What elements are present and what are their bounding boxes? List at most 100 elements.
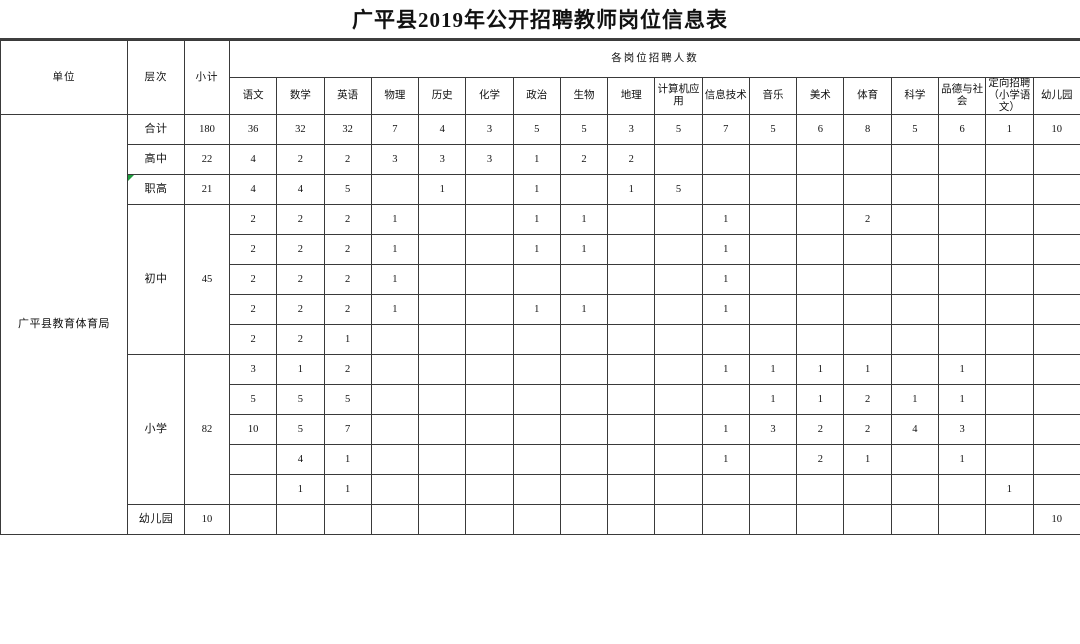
cell-count: 1 xyxy=(701,204,750,236)
cell-count xyxy=(654,414,703,446)
cell-count xyxy=(228,444,278,476)
header-positions-group: 各岗位招聘人数 xyxy=(229,40,1080,78)
cell-count xyxy=(370,474,420,506)
cell-count xyxy=(1032,444,1080,476)
cell-count xyxy=(748,144,798,176)
cell-count xyxy=(512,474,561,506)
table-row: 广平县教育体育局 合计 180 36 32 32 7 4 3 5 5 3 5 7 5 6 8 5 6 1 10 xyxy=(0,114,1080,536)
cell-count xyxy=(843,324,892,356)
cell-count xyxy=(654,144,703,176)
cell-count: 3 xyxy=(418,144,467,176)
cell-count xyxy=(937,264,987,296)
cell-count: 1 xyxy=(937,444,987,476)
cell-count xyxy=(654,204,703,236)
cell-count xyxy=(937,294,987,326)
table-row: 幼儿园 10 10 xyxy=(1,504,1080,536)
cell-count: 1 xyxy=(276,474,325,506)
cell-count xyxy=(465,174,514,206)
header-subject-12: 音乐 xyxy=(748,76,798,116)
cell-count: 1 xyxy=(559,204,609,236)
cell-count: 2 xyxy=(228,324,278,356)
cell-count: 2 xyxy=(607,144,656,176)
cell-count xyxy=(559,444,609,476)
page-title: 广平县2019年公开招聘教师岗位信息表 xyxy=(352,8,728,32)
cell-count: 32 xyxy=(323,114,372,146)
cell-count xyxy=(465,324,514,356)
cell-count xyxy=(607,234,656,266)
cell-count: 1 xyxy=(937,384,987,416)
header-subject-10: 计算机应用 xyxy=(654,76,703,116)
cell-count xyxy=(465,294,514,326)
cell-count: 2 xyxy=(276,324,325,356)
cell-count xyxy=(843,294,892,326)
cell-count: 1 xyxy=(607,174,656,206)
cell-count: 2 xyxy=(228,234,278,266)
table-row: 初中 45 2 2 2 1 1 1 1 2 xyxy=(1,204,1080,356)
header-row-top: 单位 层次 小计 各岗位招聘人数 xyxy=(0,39,1080,116)
cell-count xyxy=(843,144,892,176)
cell-count: 1 xyxy=(843,354,892,386)
cell-count xyxy=(654,264,703,296)
cell-count xyxy=(418,204,467,236)
cell-count: 3 xyxy=(937,414,987,446)
cell-count: 1 xyxy=(323,444,372,476)
cell-count xyxy=(985,264,1034,296)
cell-count: 2 xyxy=(323,354,372,386)
cell-level-subtotal: 10 xyxy=(184,504,230,536)
header-level: 层次 xyxy=(127,39,185,116)
cell-count xyxy=(559,324,609,356)
cell-count xyxy=(748,324,798,356)
cell-count: 5 xyxy=(276,414,325,446)
cell-count xyxy=(748,444,798,476)
table-row: 小学 82 3 1 2 1 1 1 1 1 xyxy=(1,354,1080,506)
cell-count xyxy=(937,504,987,536)
cell-level-subtotal: 180 xyxy=(184,114,230,146)
cell-count xyxy=(323,504,372,536)
cell-count: 6 xyxy=(796,114,845,146)
cell-count: 1 xyxy=(323,474,372,506)
cell-count xyxy=(796,294,845,326)
cell-count: 10 xyxy=(1032,504,1080,536)
cell-level-subtotal: 82 xyxy=(184,354,230,506)
cell-count xyxy=(418,354,467,386)
cell-count xyxy=(1032,474,1080,506)
cell-count: 1 xyxy=(937,354,987,386)
cell-count: 5 xyxy=(323,384,372,416)
header-subtotal: 小计 xyxy=(184,39,230,116)
cell-count xyxy=(607,324,656,356)
header-subject-4: 物理 xyxy=(370,76,420,116)
cell-count xyxy=(370,504,420,536)
cell-count: 10 xyxy=(1032,114,1080,146)
cell-count: 2 xyxy=(323,204,372,236)
cell-count xyxy=(748,504,798,536)
cell-count: 1 xyxy=(701,414,750,446)
cell-count: 2 xyxy=(796,444,845,476)
cell-count xyxy=(890,144,939,176)
cell-count: 1 xyxy=(559,234,609,266)
cell-count: 3 xyxy=(607,114,656,146)
cell-count: 1 xyxy=(748,384,798,416)
cell-count: 2 xyxy=(843,384,892,416)
cell-count: 4 xyxy=(276,444,325,476)
cell-count: 1 xyxy=(559,294,609,326)
cell-count: 1 xyxy=(748,354,798,386)
cell-count xyxy=(985,234,1034,266)
cell-count: 1 xyxy=(370,294,420,326)
cell-count xyxy=(418,324,467,356)
cell-count: 36 xyxy=(228,114,278,146)
cell-count xyxy=(512,504,561,536)
cell-count xyxy=(1032,264,1080,296)
cell-count xyxy=(418,474,467,506)
cell-count xyxy=(228,474,278,506)
cell-count xyxy=(748,174,798,206)
cell-count: 2 xyxy=(276,294,325,326)
cell-count xyxy=(559,414,609,446)
header-subject-15: 科学 xyxy=(890,76,939,116)
header-subject-7: 政治 xyxy=(512,76,561,116)
cell-count: 7 xyxy=(701,114,750,146)
cell-level-label: 合计 xyxy=(127,114,185,146)
cell-count xyxy=(276,504,325,536)
cell-count xyxy=(512,264,561,296)
cell-count: 3 xyxy=(465,114,514,146)
